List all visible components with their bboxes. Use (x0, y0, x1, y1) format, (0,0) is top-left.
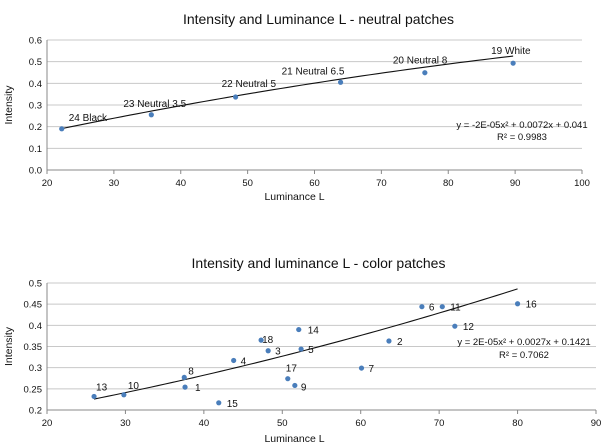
trendline-r-squared: R² = 0.9983 (497, 132, 547, 143)
data-point (232, 94, 239, 100)
data-label: 17 (286, 364, 298, 375)
data-point (419, 304, 425, 310)
y-tick-label: 0.2 (29, 406, 42, 417)
data-label: 13 (96, 382, 108, 393)
y-tick-label: 0.2 (29, 122, 42, 133)
data-point (298, 346, 304, 352)
trendline-equation: y = -2E-05x² + 0.0072x + 0.041 (456, 120, 587, 131)
data-label: 2 (397, 337, 403, 348)
trendline (93, 288, 518, 400)
x-tick-label: 30 (109, 178, 120, 189)
y-tick-label: 0.25 (24, 384, 43, 395)
data-label: 12 (463, 322, 475, 333)
y-tick-label: 0.1 (29, 144, 42, 155)
data-point (216, 400, 222, 406)
data-label: 4 (241, 356, 247, 367)
data-point (358, 365, 365, 371)
data-point (231, 357, 237, 364)
data-point (510, 60, 516, 66)
data-point (386, 338, 392, 344)
y-tick-label: 0.3 (29, 101, 42, 112)
data-label: 14 (308, 326, 320, 337)
x-tick-label: 20 (42, 178, 53, 189)
data-point (292, 382, 298, 389)
y-tick-label: 0.45 (24, 300, 43, 311)
y-axis-label: Intensity (3, 326, 15, 366)
y-axis-label: Intensity (3, 85, 15, 125)
data-label: 10 (128, 381, 140, 392)
y-tick-label: 0.4 (29, 79, 42, 90)
data-label: 9 (301, 382, 307, 393)
x-tick-label: 30 (120, 418, 131, 429)
data-point (181, 374, 187, 381)
x-tick-label: 100 (574, 178, 590, 189)
data-label: 7 (368, 364, 374, 375)
x-tick-label: 20 (42, 418, 53, 429)
data-label: 23 Neutral 3.5 (123, 99, 186, 110)
x-tick-label: 60 (355, 418, 366, 429)
data-label: 18 (262, 335, 274, 346)
data-point (422, 70, 428, 76)
chart-title: Intensity and Luminance L - neutral patc… (183, 11, 454, 27)
x-tick-label: 40 (175, 178, 186, 189)
data-point (439, 304, 445, 310)
data-point (265, 348, 271, 354)
x-tick-label: 90 (510, 178, 521, 189)
y-tick-label: 0.4 (29, 321, 42, 332)
data-point (514, 301, 521, 307)
data-label: 5 (308, 345, 314, 356)
trendline-r-squared: R² = 0.7062 (499, 350, 549, 361)
x-tick-label: 50 (242, 178, 253, 189)
y-tick-label: 0.3 (29, 363, 42, 374)
y-tick-label: 0.5 (29, 279, 42, 290)
y-tick-label: 0.0 (29, 166, 42, 177)
data-label: 22 Neutral 5 (222, 79, 277, 90)
trendline-equation: y = 2E-05x² + 0.0027x + 0.1421 (457, 337, 590, 348)
chart-2: Intensity and luminance L - color patche… (3, 255, 601, 445)
x-axis-label: Luminance L (264, 433, 324, 445)
x-tick-label: 40 (199, 418, 210, 429)
data-point (148, 112, 154, 118)
data-point (258, 337, 264, 343)
x-tick-label: 70 (434, 418, 445, 429)
data-label: 19 White (491, 46, 531, 57)
data-label: 15 (227, 399, 239, 410)
data-label: 16 (526, 300, 538, 311)
data-point (337, 79, 344, 85)
y-tick-label: 0.6 (29, 36, 42, 47)
data-point (121, 392, 127, 398)
chart-1: Intensity and Luminance L - neutral patc… (3, 11, 590, 203)
x-tick-label: 50 (277, 418, 288, 429)
data-label: 8 (188, 366, 194, 377)
data-point (182, 384, 188, 390)
data-label: 3 (275, 347, 281, 358)
x-tick-label: 80 (512, 418, 523, 429)
data-label: 21 Neutral 6.5 (282, 66, 345, 77)
x-tick-label: 60 (309, 178, 320, 189)
data-label: 1 (195, 383, 201, 394)
chart-title: Intensity and luminance L - color patche… (192, 255, 446, 271)
data-point (296, 326, 302, 333)
x-axis-label: Luminance L (264, 191, 324, 203)
data-point (452, 323, 458, 329)
data-label: 11 (450, 303, 461, 314)
data-label: 24 Black (69, 113, 108, 124)
x-tick-label: 90 (591, 418, 601, 429)
data-point (59, 126, 65, 132)
data-point (285, 376, 291, 382)
x-tick-label: 80 (443, 178, 454, 189)
data-label: 20 Neutral 8 (393, 56, 448, 67)
y-tick-label: 0.35 (24, 342, 43, 353)
data-point (91, 393, 97, 400)
y-tick-label: 0.5 (29, 57, 42, 68)
data-label: 6 (429, 303, 435, 314)
x-tick-label: 70 (376, 178, 387, 189)
trendline (61, 55, 514, 130)
